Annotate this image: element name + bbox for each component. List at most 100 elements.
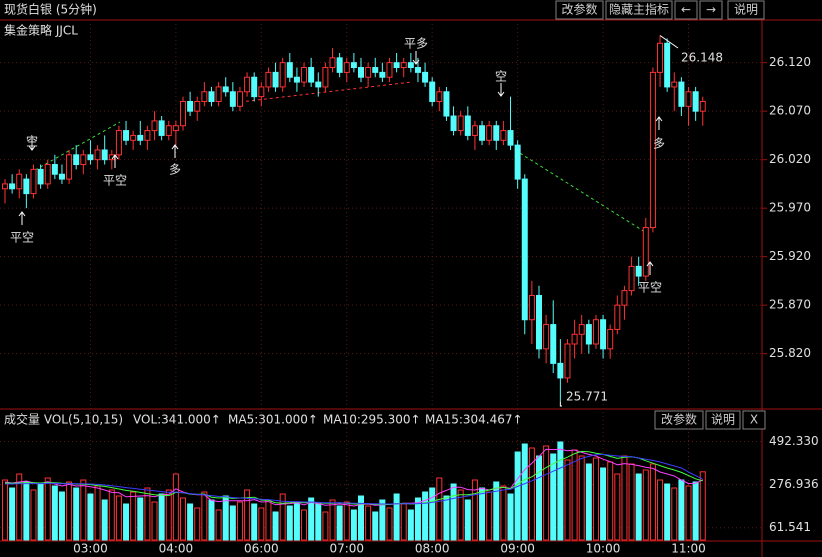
button[interactable]: 改参数 bbox=[654, 410, 704, 430]
volume-bar bbox=[585, 463, 592, 541]
candle-body bbox=[678, 81, 685, 107]
button[interactable]: 改参数 bbox=[555, 0, 604, 20]
volume-bar bbox=[343, 501, 350, 541]
volume-title: 成交量 VOL(5,10,15) bbox=[4, 412, 123, 427]
volume-bar bbox=[315, 503, 322, 541]
volume-bar bbox=[386, 507, 393, 541]
volume-bar bbox=[528, 447, 535, 541]
volume-bar bbox=[258, 507, 265, 541]
button-label: 改参数 bbox=[561, 2, 597, 17]
signal-label: 多 bbox=[653, 137, 665, 151]
button-label: 隐藏主指标 bbox=[609, 2, 669, 17]
button-frame bbox=[654, 410, 704, 430]
volume-bar bbox=[621, 455, 628, 541]
volume-bar bbox=[58, 491, 65, 541]
button[interactable]: 说明 bbox=[727, 0, 765, 20]
signal-arrow bbox=[28, 137, 36, 151]
candle-body bbox=[464, 115, 471, 136]
volume-bar bbox=[358, 495, 364, 541]
volume-bar bbox=[201, 491, 208, 541]
signal-arrow bbox=[18, 211, 26, 225]
button[interactable]: 隐藏主指标 bbox=[605, 0, 673, 20]
candle-body bbox=[229, 91, 236, 107]
volume-bar bbox=[158, 493, 165, 541]
volume-bar bbox=[493, 481, 500, 541]
candle-body bbox=[564, 343, 571, 379]
candle-body bbox=[16, 173, 23, 190]
candle-body bbox=[180, 100, 186, 127]
volume-bar bbox=[436, 477, 443, 541]
candle-body bbox=[685, 91, 692, 107]
candle-body bbox=[244, 76, 251, 93]
button[interactable]: X bbox=[742, 410, 766, 430]
candle-body bbox=[215, 86, 222, 102]
volume-bar bbox=[329, 499, 336, 541]
candle-body bbox=[350, 62, 357, 69]
volume-bar bbox=[514, 451, 521, 541]
signal-label: 空 bbox=[495, 70, 507, 84]
candle-body bbox=[23, 178, 30, 195]
volume-bar bbox=[222, 495, 229, 541]
candle-body bbox=[521, 178, 528, 321]
button[interactable]: 说明 bbox=[705, 410, 741, 430]
volume-bar bbox=[649, 463, 656, 541]
candle-body bbox=[379, 71, 386, 78]
volume-bar bbox=[422, 491, 429, 541]
volume-bar bbox=[229, 505, 236, 541]
candle-body bbox=[265, 71, 272, 88]
legend-entry: MA5:301.000↑ bbox=[228, 413, 318, 427]
low-label: 25.771 bbox=[566, 390, 608, 404]
volume-bar bbox=[450, 483, 457, 541]
candle-body bbox=[671, 81, 678, 88]
candle-body bbox=[600, 319, 607, 350]
signal-label: 空 bbox=[26, 135, 38, 149]
candle-body bbox=[2, 183, 8, 190]
candle-body bbox=[315, 81, 322, 88]
x-tick-label: 06:00 bbox=[244, 542, 279, 556]
candle-body bbox=[343, 62, 350, 73]
signal-arrow bbox=[111, 154, 119, 168]
candle-body bbox=[279, 62, 286, 88]
volume-bar bbox=[350, 509, 357, 541]
candle-body bbox=[286, 62, 293, 78]
low-pointer bbox=[559, 401, 562, 407]
volume-bar bbox=[578, 455, 585, 541]
button[interactable]: → bbox=[699, 0, 723, 20]
legend-entry: MA15:304.467↑ bbox=[425, 413, 523, 427]
chart-subtitle: 集金策略 JJCL bbox=[4, 23, 78, 38]
candle-body bbox=[635, 265, 642, 277]
candle-body bbox=[393, 62, 400, 69]
candle-body bbox=[422, 71, 429, 83]
signal-label: 平空 bbox=[638, 281, 662, 295]
volume-bar bbox=[308, 497, 315, 541]
volume-bar bbox=[393, 493, 400, 541]
button-label: → bbox=[706, 3, 716, 17]
candle-body bbox=[80, 154, 87, 166]
candle-body bbox=[66, 154, 73, 180]
candle-body bbox=[578, 324, 585, 335]
volume-bar bbox=[51, 485, 58, 541]
volume-bar bbox=[87, 493, 94, 541]
volume-bar bbox=[692, 481, 699, 541]
volume-bar bbox=[151, 501, 158, 541]
candle-body bbox=[236, 91, 243, 107]
volume-bar bbox=[486, 491, 493, 541]
volume-bar bbox=[507, 493, 514, 541]
x-tick-label: 10:00 bbox=[586, 542, 621, 556]
volume-bar bbox=[671, 487, 678, 541]
candle-body bbox=[165, 125, 172, 136]
x-tick-label: 04:00 bbox=[159, 542, 194, 556]
volume-bar bbox=[73, 487, 80, 541]
ma-line bbox=[4, 450, 703, 505]
candle-body bbox=[115, 130, 122, 156]
signal-arrow bbox=[655, 116, 663, 130]
volume-bar bbox=[208, 499, 215, 541]
y-tick-label: 25.920 bbox=[769, 249, 811, 263]
candle-body bbox=[201, 91, 208, 102]
candle-body bbox=[500, 130, 507, 141]
candle-body bbox=[585, 324, 592, 345]
button[interactable]: ← bbox=[674, 0, 698, 20]
candle-body bbox=[607, 328, 614, 350]
button-frame bbox=[699, 0, 723, 20]
